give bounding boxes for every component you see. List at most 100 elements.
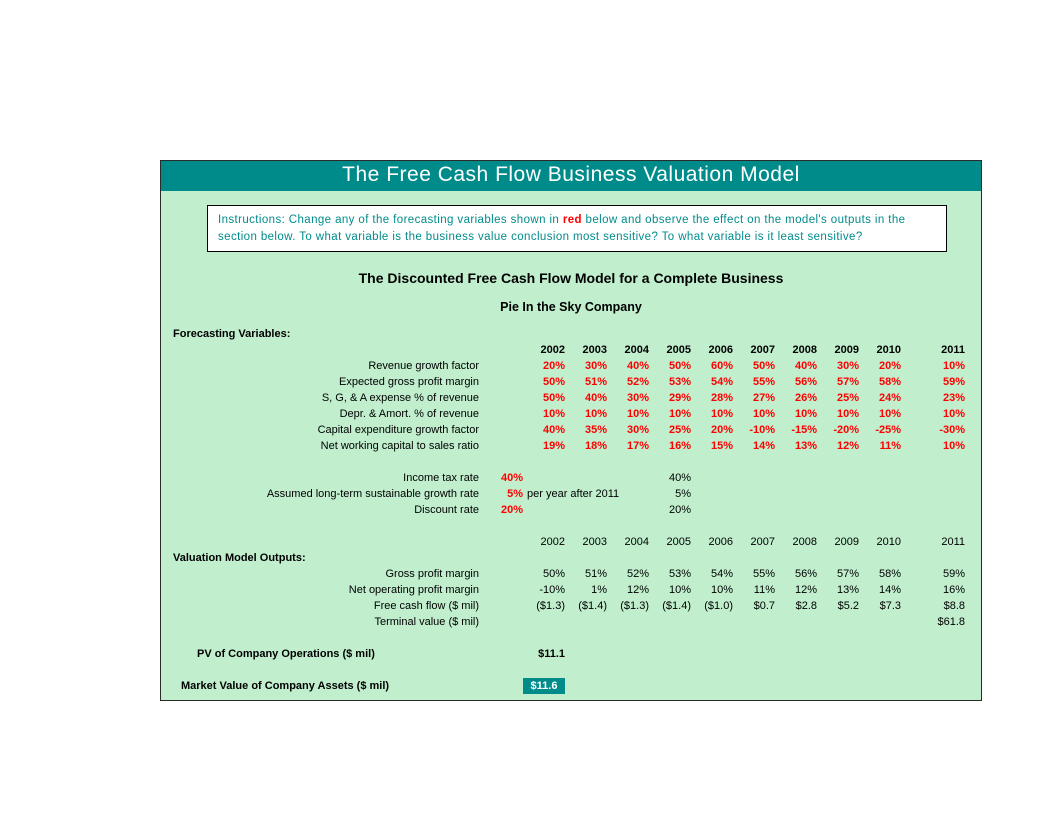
fv-input[interactable]: 20% bbox=[859, 358, 901, 374]
fv-input[interactable]: -15% bbox=[775, 422, 817, 438]
fv-input[interactable]: 27% bbox=[733, 390, 775, 406]
output-cell: -10% bbox=[523, 582, 565, 598]
fv-input[interactable]: 50% bbox=[649, 358, 691, 374]
row-fv: Capital expenditure growth factor 40% 35… bbox=[173, 422, 965, 438]
fv-input[interactable]: 29% bbox=[649, 390, 691, 406]
fv-input[interactable]: 12% bbox=[817, 438, 859, 454]
fv-input[interactable]: -20% bbox=[817, 422, 859, 438]
output-label: Gross profit margin bbox=[173, 566, 481, 582]
assump-input[interactable]: 40% bbox=[481, 470, 523, 486]
fv-input[interactable]: 30% bbox=[817, 358, 859, 374]
fv-input[interactable]: 10% bbox=[923, 358, 965, 374]
fv-input[interactable]: 30% bbox=[565, 358, 607, 374]
fv-input[interactable]: 40% bbox=[565, 390, 607, 406]
output-cell: 51% bbox=[565, 566, 607, 582]
fv-input[interactable]: 10% bbox=[775, 406, 817, 422]
fv-input[interactable]: 10% bbox=[817, 406, 859, 422]
output-cell: 11% bbox=[733, 582, 775, 598]
year-cell: 2005 bbox=[649, 534, 691, 550]
output-cell: $2.8 bbox=[775, 598, 817, 614]
fv-input[interactable]: 10% bbox=[923, 438, 965, 454]
output-cell: 57% bbox=[817, 566, 859, 582]
assump-label: Discount rate bbox=[173, 502, 481, 518]
output-cell: 16% bbox=[923, 582, 965, 598]
fv-input[interactable]: 40% bbox=[523, 422, 565, 438]
year-cell: 2003 bbox=[565, 342, 607, 358]
output-cell: $7.3 bbox=[859, 598, 901, 614]
fv-input[interactable]: 35% bbox=[565, 422, 607, 438]
fv-input[interactable]: -10% bbox=[733, 422, 775, 438]
fv-input[interactable]: 56% bbox=[775, 374, 817, 390]
fv-input[interactable]: 16% bbox=[649, 438, 691, 454]
instructions-box: Instructions: Change any of the forecast… bbox=[207, 205, 947, 252]
assump-input[interactable]: 5% bbox=[481, 486, 523, 502]
fv-input[interactable]: 59% bbox=[923, 374, 965, 390]
fv-input[interactable]: 55% bbox=[733, 374, 775, 390]
year-cell: 2004 bbox=[607, 342, 649, 358]
fv-input[interactable]: 18% bbox=[565, 438, 607, 454]
output-cell bbox=[817, 614, 859, 630]
fv-input[interactable]: 23% bbox=[923, 390, 965, 406]
fv-input[interactable]: 40% bbox=[607, 358, 649, 374]
output-cell: 59% bbox=[923, 566, 965, 582]
title-bar: The Free Cash Flow Business Valuation Mo… bbox=[161, 161, 981, 191]
section-outputs-label: Valuation Model Outputs: bbox=[173, 550, 481, 566]
fv-input[interactable]: 20% bbox=[691, 422, 733, 438]
fv-input[interactable]: 52% bbox=[607, 374, 649, 390]
row-years-2: 2002 2003 2004 2005 2006 2007 2008 2009 … bbox=[173, 534, 965, 550]
fv-input[interactable]: 50% bbox=[523, 390, 565, 406]
fv-input[interactable]: 58% bbox=[859, 374, 901, 390]
fv-input[interactable]: 19% bbox=[523, 438, 565, 454]
fv-input[interactable]: 24% bbox=[859, 390, 901, 406]
fv-input[interactable]: 28% bbox=[691, 390, 733, 406]
fv-input[interactable]: 20% bbox=[523, 358, 565, 374]
fv-input[interactable]: 11% bbox=[859, 438, 901, 454]
assump-output: 5% bbox=[649, 486, 691, 502]
output-label: Net operating profit margin bbox=[173, 582, 481, 598]
fv-input[interactable]: 10% bbox=[523, 406, 565, 422]
assump-input[interactable]: 20% bbox=[481, 502, 523, 518]
fv-input[interactable]: 57% bbox=[817, 374, 859, 390]
output-cell: 1% bbox=[565, 582, 607, 598]
fv-input[interactable]: 26% bbox=[775, 390, 817, 406]
fv-input[interactable]: 53% bbox=[649, 374, 691, 390]
fv-input[interactable]: 25% bbox=[817, 390, 859, 406]
output-cell bbox=[691, 614, 733, 630]
fv-input[interactable]: 10% bbox=[565, 406, 607, 422]
year-cell: 2011 bbox=[923, 534, 965, 550]
fv-input[interactable]: 10% bbox=[649, 406, 691, 422]
fv-label: Net working capital to sales ratio bbox=[173, 438, 481, 454]
fv-input[interactable]: 10% bbox=[923, 406, 965, 422]
fv-input[interactable]: 15% bbox=[691, 438, 733, 454]
instructions-red: red bbox=[563, 214, 582, 226]
row-output: Net operating profit margin -10% 1% 12% … bbox=[173, 582, 965, 598]
row-output: Terminal value ($ mil) $61.8 bbox=[173, 614, 965, 630]
fv-input[interactable]: 17% bbox=[607, 438, 649, 454]
fv-input[interactable]: 54% bbox=[691, 374, 733, 390]
assump-output: 40% bbox=[649, 470, 691, 486]
fv-input[interactable]: 10% bbox=[691, 406, 733, 422]
fv-input[interactable]: 30% bbox=[607, 422, 649, 438]
output-cell: 13% bbox=[817, 582, 859, 598]
instructions-pre: Instructions: Change any of the forecast… bbox=[218, 214, 563, 226]
fv-input[interactable]: 10% bbox=[607, 406, 649, 422]
company-name: Pie In the Sky Company bbox=[161, 300, 981, 314]
fv-input[interactable]: -25% bbox=[859, 422, 901, 438]
fv-input[interactable]: 10% bbox=[859, 406, 901, 422]
fv-input[interactable]: 50% bbox=[523, 374, 565, 390]
fv-input[interactable]: 25% bbox=[649, 422, 691, 438]
model-panel: The Free Cash Flow Business Valuation Mo… bbox=[160, 160, 982, 701]
fv-input[interactable]: 14% bbox=[733, 438, 775, 454]
fv-input[interactable]: -30% bbox=[923, 422, 965, 438]
fv-input[interactable]: 40% bbox=[775, 358, 817, 374]
fv-input[interactable]: 50% bbox=[733, 358, 775, 374]
fv-input[interactable]: 13% bbox=[775, 438, 817, 454]
output-cell: 12% bbox=[775, 582, 817, 598]
fv-input[interactable]: 51% bbox=[565, 374, 607, 390]
output-cell: 53% bbox=[649, 566, 691, 582]
fv-input[interactable]: 10% bbox=[733, 406, 775, 422]
fv-input[interactable]: 30% bbox=[607, 390, 649, 406]
fv-input[interactable]: 60% bbox=[691, 358, 733, 374]
year-cell: 2011 bbox=[923, 342, 965, 358]
fv-label: Expected gross profit margin bbox=[173, 374, 481, 390]
